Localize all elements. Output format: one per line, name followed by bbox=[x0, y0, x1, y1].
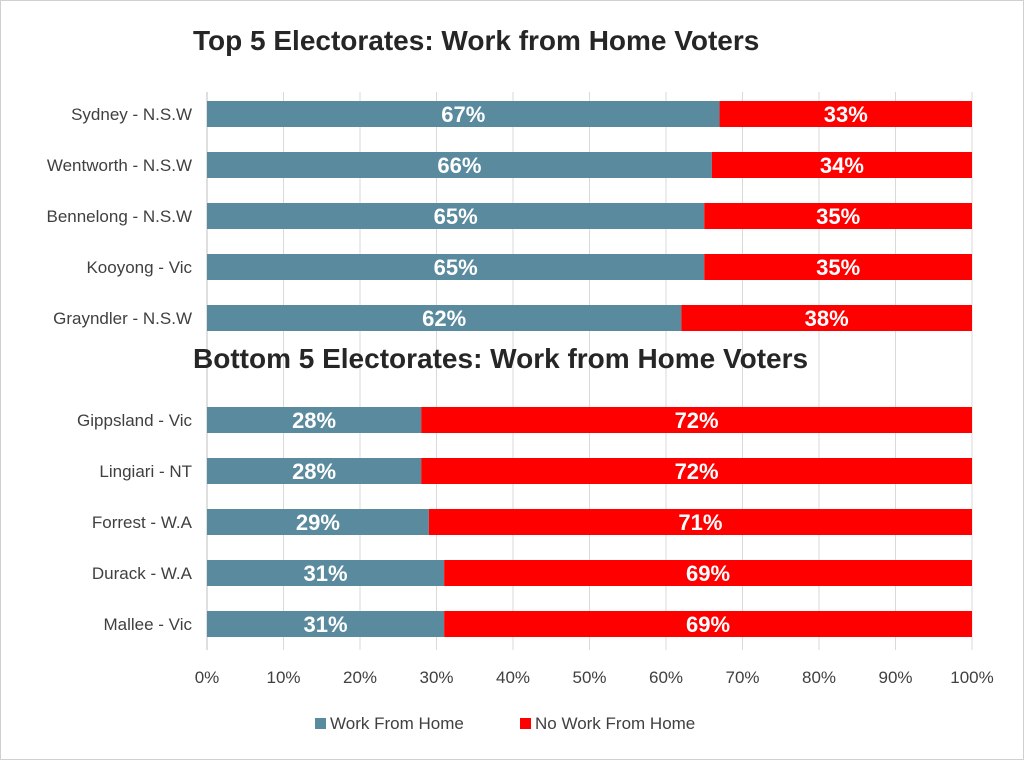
data-label: 28% bbox=[292, 408, 336, 433]
data-label: 35% bbox=[816, 255, 860, 280]
category-label: Lingiari - NT bbox=[99, 462, 192, 481]
data-label: 31% bbox=[304, 561, 348, 586]
bar-no-work-from-home bbox=[428, 509, 973, 535]
bar-no-work-from-home bbox=[704, 203, 972, 229]
legend-swatch bbox=[520, 718, 531, 729]
x-tick-labels: 0% 10% 20% 30% 40% 50% 60% 70% 80% 90% 100% bbox=[195, 668, 994, 687]
data-label: 29% bbox=[296, 510, 340, 535]
data-label: 33% bbox=[824, 102, 868, 127]
bar-no-work-from-home bbox=[421, 458, 972, 484]
bar-no-work-from-home bbox=[681, 305, 972, 331]
data-label: 65% bbox=[434, 204, 478, 229]
bar-work-from-home bbox=[207, 152, 712, 178]
group-title: Bottom 5 Electorates: Work from Home Vot… bbox=[193, 343, 808, 374]
data-label: 67% bbox=[441, 102, 485, 127]
bar-no-work-from-home bbox=[704, 254, 972, 280]
bar-work-from-home bbox=[207, 509, 429, 535]
category-label: Forrest - W.A bbox=[92, 513, 193, 532]
data-label: 72% bbox=[675, 408, 719, 433]
legend-label: No Work From Home bbox=[535, 714, 695, 733]
data-label: 34% bbox=[820, 153, 864, 178]
group-titles: Top 5 Electorates: Work from Home Voters… bbox=[193, 25, 808, 374]
x-tick-label: 60% bbox=[649, 668, 683, 687]
group-title: Top 5 Electorates: Work from Home Voters bbox=[193, 25, 759, 56]
x-tick-label: 10% bbox=[266, 668, 300, 687]
data-label: 72% bbox=[675, 459, 719, 484]
category-label: Sydney - N.S.W bbox=[71, 105, 192, 124]
x-tick-label: 70% bbox=[725, 668, 759, 687]
category-label: Gippsland - Vic bbox=[77, 411, 192, 430]
data-label: 71% bbox=[678, 510, 722, 535]
bar-work-from-home bbox=[207, 203, 705, 229]
bar-work-from-home bbox=[207, 560, 445, 586]
category-label: Durack - W.A bbox=[92, 564, 193, 583]
data-label: 66% bbox=[437, 153, 481, 178]
data-label: 62% bbox=[422, 306, 466, 331]
category-label: Kooyong - Vic bbox=[86, 258, 192, 277]
bar-no-work-from-home bbox=[444, 560, 972, 586]
category-label: Wentworth - N.S.W bbox=[47, 156, 192, 175]
data-label: 31% bbox=[304, 612, 348, 637]
x-tick-label: 30% bbox=[419, 668, 453, 687]
data-label: 38% bbox=[805, 306, 849, 331]
bars: 67% 33% 66% 34% 65% 35% 65% 35% 62% 38% 28% 72% 28% 7… bbox=[207, 101, 973, 637]
bar-work-from-home bbox=[207, 305, 682, 331]
data-label: 69% bbox=[686, 612, 730, 637]
x-tick-label: 80% bbox=[802, 668, 836, 687]
gridlines bbox=[206, 92, 973, 650]
x-tick-label: 0% bbox=[195, 668, 220, 687]
category-label: Bennelong - N.S.W bbox=[46, 207, 192, 226]
data-label: 69% bbox=[686, 561, 730, 586]
x-tick-label: 20% bbox=[343, 668, 377, 687]
x-tick-label: 100% bbox=[950, 668, 993, 687]
category-label: Mallee - Vic bbox=[104, 615, 193, 634]
legend: Work From Home No Work From Home bbox=[315, 714, 695, 733]
data-label: 28% bbox=[292, 459, 336, 484]
x-tick-label: 50% bbox=[572, 668, 606, 687]
legend-label: Work From Home bbox=[330, 714, 464, 733]
x-tick-label: 40% bbox=[496, 668, 530, 687]
bar-no-work-from-home bbox=[719, 101, 972, 127]
bar-work-from-home bbox=[207, 101, 720, 127]
category-labels: Sydney - N.S.W Wentworth - N.S.W Bennelong… bbox=[46, 105, 192, 634]
legend-swatch bbox=[315, 718, 326, 729]
bar-work-from-home bbox=[207, 458, 422, 484]
x-tick-label: 90% bbox=[878, 668, 912, 687]
bar-no-work-from-home bbox=[444, 611, 972, 637]
bar-work-from-home bbox=[207, 254, 705, 280]
data-label: 65% bbox=[434, 255, 478, 280]
bar-no-work-from-home bbox=[421, 407, 972, 433]
bar-no-work-from-home bbox=[711, 152, 972, 178]
category-label: Grayndler - N.S.W bbox=[53, 309, 192, 328]
bar-work-from-home bbox=[207, 407, 422, 433]
bar-work-from-home bbox=[207, 611, 445, 637]
data-label: 35% bbox=[816, 204, 860, 229]
